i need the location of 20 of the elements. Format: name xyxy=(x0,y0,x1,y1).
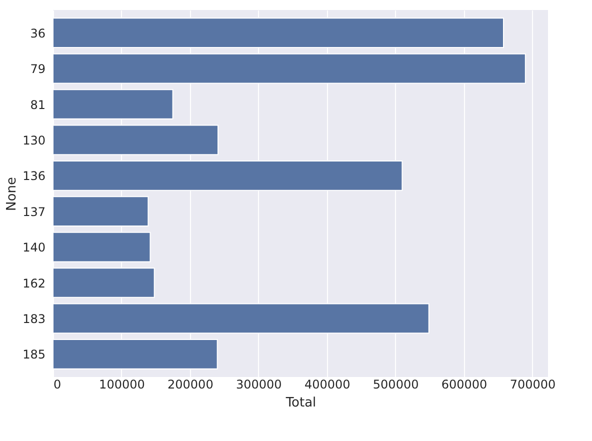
y-axis-title: None xyxy=(4,177,20,211)
y-tick-label: 137 xyxy=(22,204,46,219)
x-tick-label: 0 xyxy=(54,378,62,392)
x-tick-label: 500000 xyxy=(372,378,419,392)
x-tick-label: 700000 xyxy=(510,378,556,392)
x-axis-title: Total xyxy=(284,396,316,410)
y-tick-label: 183 xyxy=(22,312,46,326)
y-tick-label: 185 xyxy=(22,348,46,362)
y-tick-label: 130 xyxy=(22,133,46,148)
x-tick-label: 300000 xyxy=(236,378,282,392)
x-tick-label: 200000 xyxy=(168,378,214,392)
y-tick-label: 81 xyxy=(30,98,46,112)
y-tick-label: 162 xyxy=(22,276,46,290)
x-tick-label: 100000 xyxy=(99,378,145,392)
y-tick-label: 36 xyxy=(30,26,46,40)
x-tick-label: 600000 xyxy=(441,378,488,392)
x-tick-label: 400000 xyxy=(304,378,350,392)
y-tick-label: 79 xyxy=(30,62,46,76)
y-tick-label: 140 xyxy=(22,240,46,255)
y-tick-label: 136 xyxy=(22,169,46,184)
